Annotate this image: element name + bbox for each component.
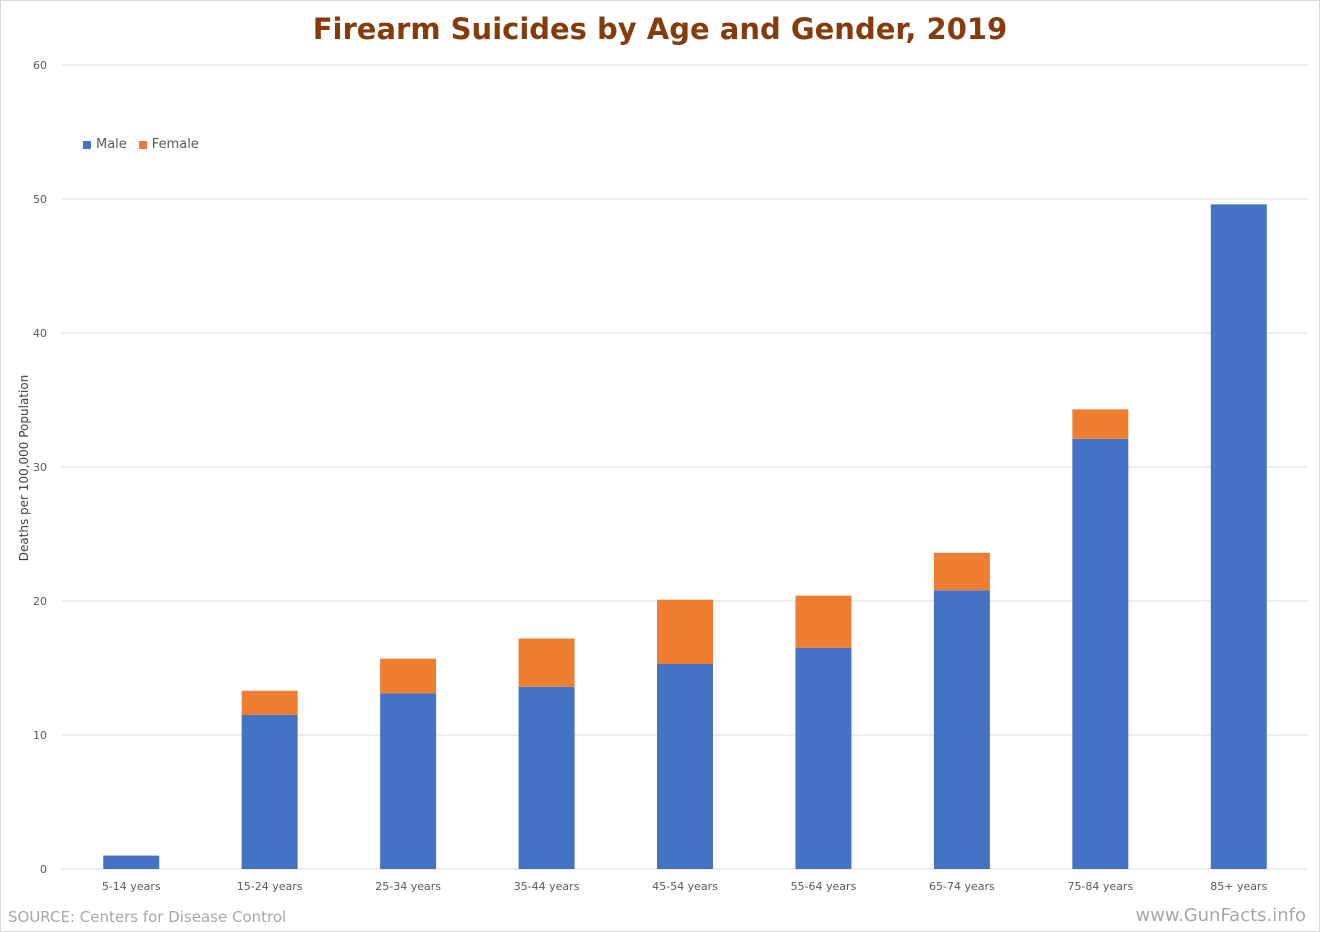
legend-item-female: Female — [138, 137, 199, 152]
x-tick-label: 45-54 years — [652, 880, 718, 893]
bar-male — [241, 714, 298, 869]
y-tick-label: 20 — [33, 595, 47, 608]
legend-label-female: Female — [151, 137, 199, 152]
bar-female — [933, 552, 990, 591]
bar-male — [795, 647, 852, 869]
x-tick-label: 85+ years — [1210, 880, 1267, 893]
legend-item-male: Male — [83, 137, 127, 152]
x-tick-label: 55-64 years — [791, 880, 857, 893]
bar-male — [657, 663, 713, 869]
bar-female — [795, 595, 852, 648]
x-tick-label: 15-24 years — [237, 880, 303, 893]
bar-male — [518, 686, 575, 869]
x-tick-label: 35-44 years — [514, 880, 580, 893]
bar-male — [1072, 438, 1129, 869]
bar-female — [380, 658, 437, 694]
bar-female — [241, 690, 298, 715]
y-tick-label: 60 — [33, 59, 47, 72]
bar-female — [518, 638, 575, 687]
x-tick-label: 25-34 years — [375, 880, 441, 893]
legend-swatch-male — [83, 140, 91, 149]
y-tick-label: 50 — [33, 193, 47, 206]
y-tick-label: 0 — [40, 863, 47, 876]
bar-female — [1072, 409, 1129, 439]
legend: Male Female — [83, 137, 199, 152]
legend-label-male: Male — [96, 137, 127, 152]
bar-male — [933, 590, 990, 869]
x-tick-label: 5-14 years — [102, 880, 161, 893]
brand-watermark: www.GunFacts.info — [1135, 905, 1306, 926]
source-note: SOURCE: Centers for Disease Control — [8, 908, 287, 926]
y-tick-label: 30 — [33, 461, 47, 474]
chart-title: Firearm Suicides by Age and Gender, 2019 — [312, 12, 1008, 46]
x-tick-label: 65-74 years — [929, 880, 995, 893]
bar-female — [657, 599, 713, 664]
x-tick-label: 75-84 years — [1067, 880, 1133, 893]
legend-swatch-female — [138, 140, 147, 149]
bar-male — [103, 855, 160, 869]
y-tick-label: 10 — [33, 729, 47, 742]
y-tick-label: 40 — [33, 327, 47, 340]
bar-male — [1210, 204, 1267, 870]
bar-male — [380, 693, 437, 869]
